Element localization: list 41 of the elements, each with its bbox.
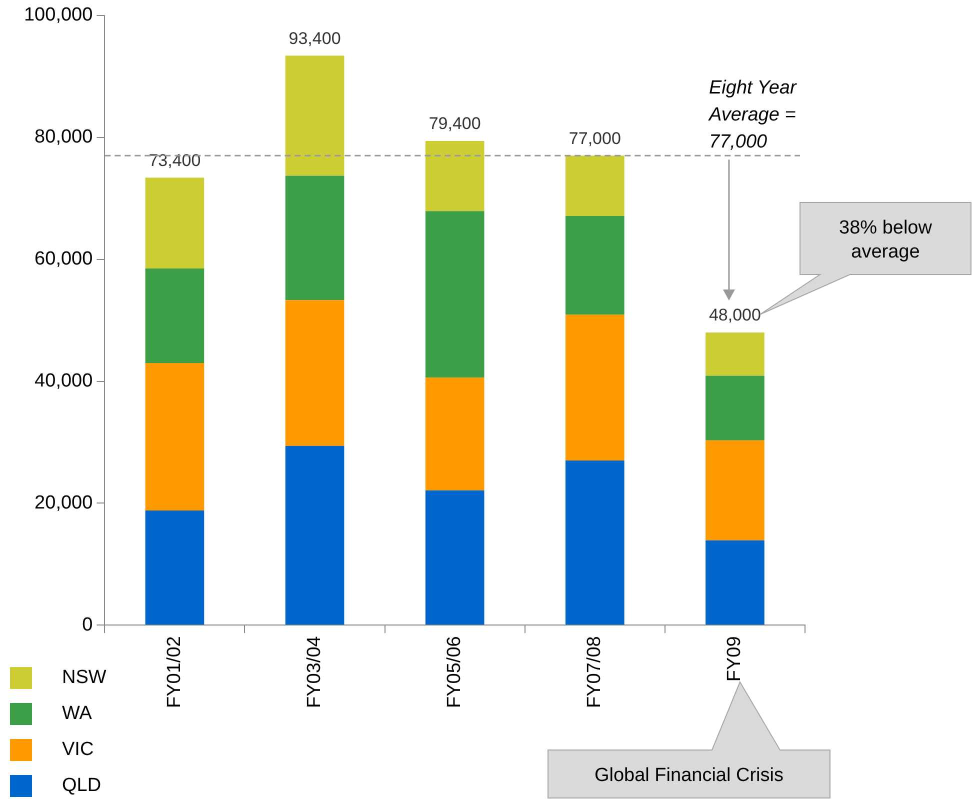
bar xyxy=(706,332,764,376)
bar xyxy=(425,141,484,212)
bar xyxy=(145,178,204,268)
bar xyxy=(285,56,344,176)
bar xyxy=(425,490,484,625)
y-tick-label: 0 xyxy=(82,614,93,636)
bar xyxy=(285,300,344,446)
total-label: 79,400 xyxy=(428,114,481,134)
bar xyxy=(425,211,484,378)
bar xyxy=(145,362,204,511)
bar xyxy=(145,268,204,363)
bar xyxy=(706,440,764,540)
bar xyxy=(425,378,484,490)
bar xyxy=(565,460,624,625)
legend-label: QLD xyxy=(62,775,102,797)
y-tick-label: 40,000 xyxy=(34,370,93,392)
total-label: 77,000 xyxy=(568,128,621,148)
bar xyxy=(565,216,624,315)
total-label: 48,000 xyxy=(708,306,761,325)
x-tick-label: FY05/06 xyxy=(444,636,466,708)
x-tick-label: FY03/04 xyxy=(304,636,326,708)
y-tick-label: 100,000 xyxy=(24,4,93,26)
y-tick-label: 80,000 xyxy=(34,126,93,148)
y-tick-label: 20,000 xyxy=(34,492,93,514)
legend-label: NSW xyxy=(62,667,106,689)
bar xyxy=(706,540,764,625)
x-tick-label: FY09 xyxy=(724,636,746,682)
bar xyxy=(565,156,624,216)
total-label: 93,400 xyxy=(288,28,341,48)
bar xyxy=(145,510,204,625)
x-tick-label: FY07/08 xyxy=(584,636,606,708)
ref-line-label: Eight Year Average = 77,000 xyxy=(708,78,797,153)
y-tick-label: 60,000 xyxy=(34,248,93,270)
speech-bubble: 38% below average xyxy=(759,202,972,315)
legend-label: VIC xyxy=(62,739,94,761)
bar xyxy=(285,176,344,300)
legend-label: WA xyxy=(62,703,92,725)
x-tick-label: FY01/02 xyxy=(164,636,185,708)
bar xyxy=(285,446,344,625)
bar xyxy=(565,314,624,461)
bar xyxy=(706,376,764,440)
